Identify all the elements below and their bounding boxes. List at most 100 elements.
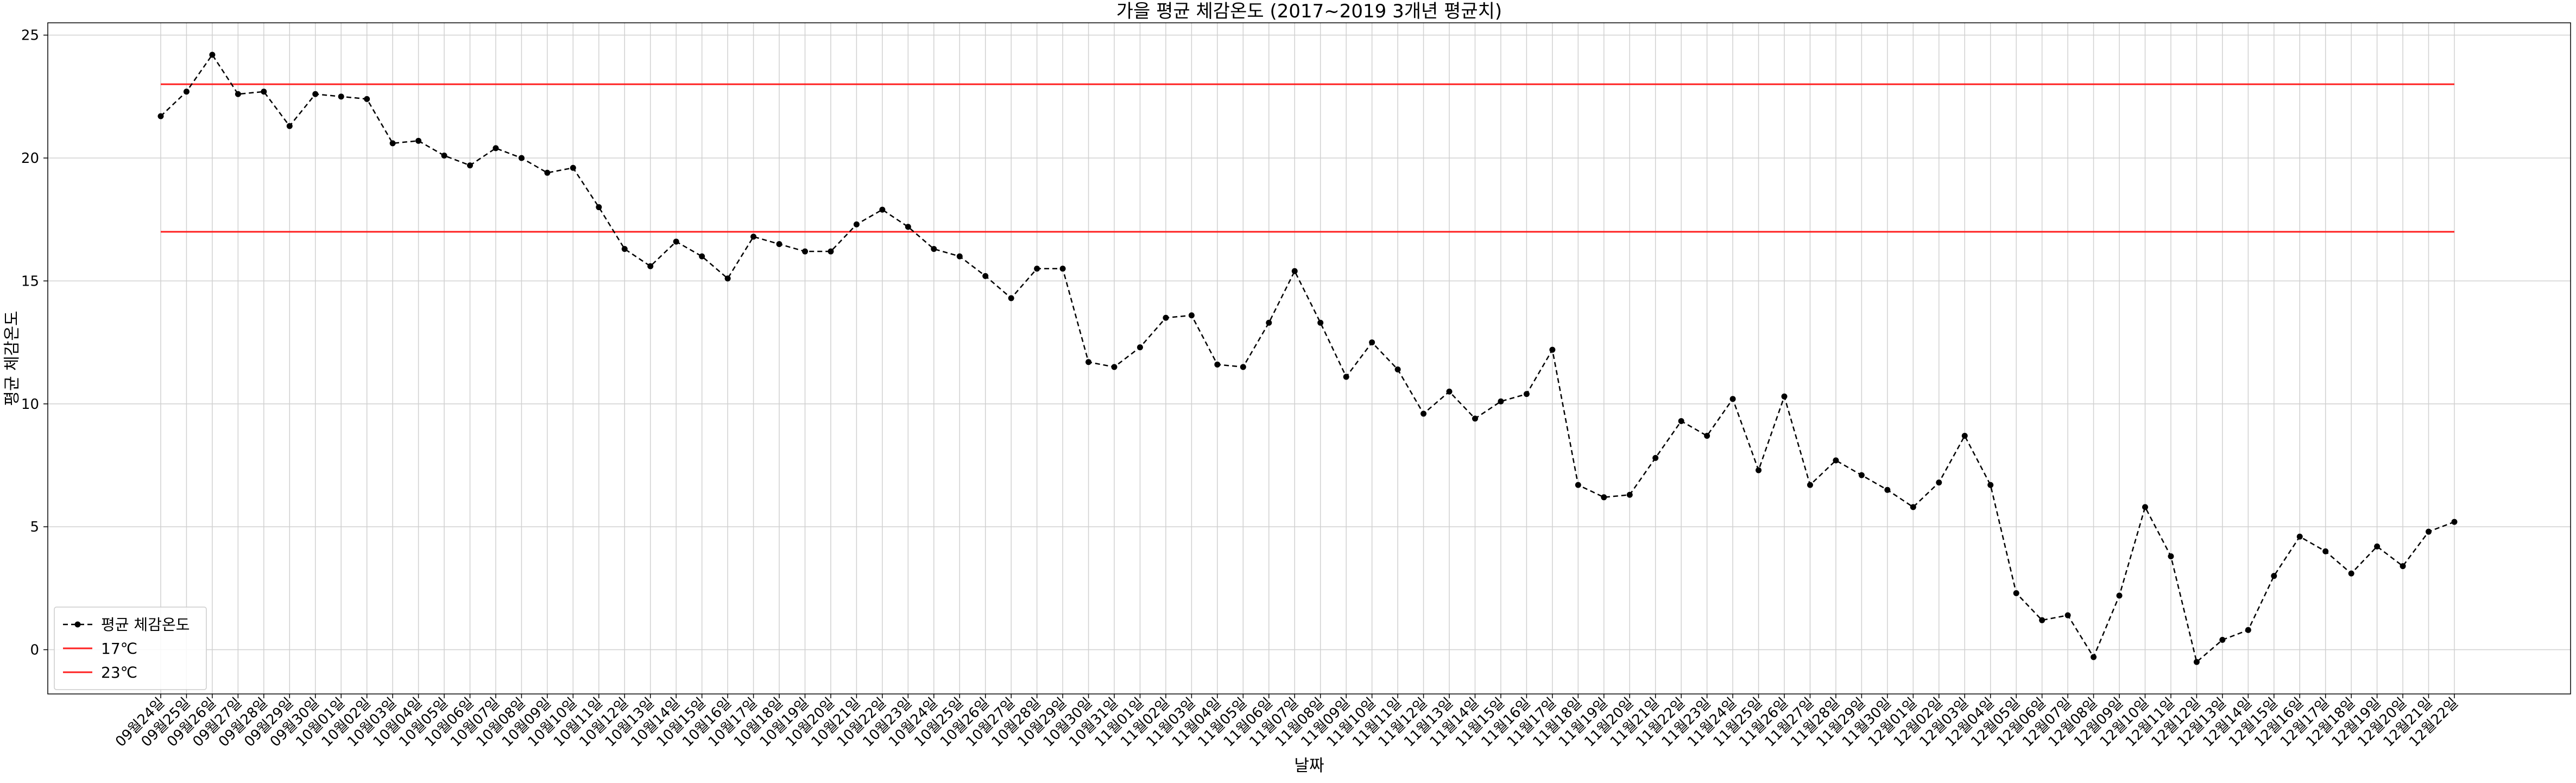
data-point bbox=[1214, 361, 1221, 368]
data-point bbox=[1678, 418, 1684, 424]
data-point bbox=[1910, 504, 1916, 510]
data-point bbox=[931, 246, 937, 252]
data-point bbox=[2374, 543, 2381, 550]
y-tick-label: 5 bbox=[30, 519, 39, 535]
data-point bbox=[2296, 533, 2303, 540]
data-point bbox=[286, 123, 293, 129]
data-point bbox=[2348, 570, 2354, 577]
data-point bbox=[441, 152, 447, 159]
y-tick-label: 0 bbox=[30, 642, 39, 659]
data-point bbox=[724, 275, 731, 282]
data-point bbox=[1523, 391, 1530, 397]
data-point bbox=[1601, 494, 1607, 501]
data-point bbox=[570, 165, 576, 171]
data-point bbox=[312, 91, 319, 97]
data-point bbox=[1291, 268, 1298, 274]
data-point bbox=[261, 89, 267, 95]
data-point bbox=[879, 206, 886, 213]
data-point bbox=[2451, 519, 2458, 525]
data-point bbox=[2193, 659, 2200, 665]
data-point bbox=[1394, 366, 1401, 372]
data-point bbox=[235, 91, 241, 97]
data-point bbox=[1936, 479, 1942, 486]
data-point bbox=[2245, 627, 2251, 633]
y-tick-label: 15 bbox=[21, 273, 39, 289]
data-point bbox=[1884, 487, 1891, 493]
data-point bbox=[544, 169, 551, 176]
data-point bbox=[956, 253, 963, 260]
data-point bbox=[2091, 654, 2097, 660]
data-point bbox=[1059, 266, 1066, 272]
data-point bbox=[2426, 528, 2432, 535]
data-point bbox=[1034, 266, 1040, 272]
data-point bbox=[1472, 415, 1478, 422]
legend-item: 17℃ bbox=[63, 640, 137, 658]
data-point bbox=[1137, 344, 1144, 351]
data-point bbox=[1575, 482, 1581, 488]
legend-item: 평균 체감온도 bbox=[63, 616, 190, 634]
data-point bbox=[982, 273, 989, 279]
reference-lines bbox=[161, 83, 2454, 233]
data-point bbox=[1704, 433, 1710, 439]
data-point bbox=[1369, 339, 1375, 346]
data-point bbox=[853, 221, 860, 228]
data-point bbox=[1858, 472, 1865, 478]
data-point bbox=[1343, 374, 1349, 380]
data-point bbox=[1833, 457, 1839, 464]
data-point bbox=[1266, 319, 1272, 326]
data-point bbox=[1163, 314, 1169, 321]
data-point bbox=[209, 52, 216, 58]
data-point bbox=[1729, 396, 1736, 402]
data-point bbox=[2322, 548, 2329, 554]
data-point bbox=[364, 96, 370, 102]
data-point bbox=[338, 93, 344, 100]
data-point bbox=[1111, 364, 1117, 370]
data-point bbox=[2064, 612, 2071, 618]
data-point bbox=[1652, 454, 1659, 461]
data-point bbox=[1446, 388, 1453, 395]
data-point bbox=[389, 140, 396, 147]
data-point bbox=[415, 137, 422, 144]
data-point bbox=[2013, 590, 2019, 596]
data-point bbox=[596, 204, 602, 211]
data-point bbox=[621, 246, 628, 252]
data-point bbox=[2271, 573, 2277, 579]
legend-marker bbox=[74, 621, 81, 628]
plot-frame bbox=[47, 22, 2571, 694]
data-point bbox=[1626, 491, 1633, 498]
y-tick-label: 10 bbox=[21, 396, 39, 413]
data-point bbox=[828, 248, 834, 255]
data-point bbox=[183, 89, 190, 95]
y-tick-label: 20 bbox=[21, 150, 39, 167]
data-point bbox=[1756, 467, 1762, 473]
series-layer bbox=[157, 52, 2458, 665]
data-point bbox=[1085, 359, 1092, 365]
series-line bbox=[160, 53, 2455, 664]
y-axis-title: 평균 체감온도 bbox=[3, 311, 22, 406]
data-point bbox=[1188, 312, 1195, 319]
data-point bbox=[1498, 398, 1504, 405]
y-axis-ticks: 0 5 10 15 20 25 bbox=[21, 28, 48, 659]
legend-label: 평균 체감온도 bbox=[101, 616, 190, 634]
data-point bbox=[1987, 482, 1994, 488]
legend-item: 23℃ bbox=[63, 664, 137, 681]
data-point bbox=[2400, 563, 2406, 570]
legend: 평균 체감온도 17℃ 23℃ bbox=[54, 607, 207, 690]
data-point bbox=[1008, 295, 1014, 301]
data-point bbox=[1420, 411, 1427, 417]
data-point bbox=[1549, 346, 1556, 353]
legend-label: 23℃ bbox=[101, 664, 137, 681]
x-axis-ticks: 09월24일09월25일09월26일09월27일09월28일09월29일09월3… bbox=[112, 694, 2461, 750]
data-point bbox=[2116, 592, 2123, 599]
data-point bbox=[2039, 617, 2045, 623]
data-point bbox=[673, 238, 679, 245]
data-point bbox=[647, 263, 654, 269]
x-axis-title: 날짜 bbox=[1294, 756, 1324, 775]
data-point bbox=[905, 224, 911, 230]
data-point bbox=[2142, 504, 2148, 510]
chart-title: 가을 평균 체감온도 (2017~2019 3개년 평균치) bbox=[1116, 1, 1502, 22]
data-point bbox=[776, 241, 782, 247]
data-point bbox=[493, 145, 499, 151]
data-point bbox=[2168, 553, 2174, 559]
